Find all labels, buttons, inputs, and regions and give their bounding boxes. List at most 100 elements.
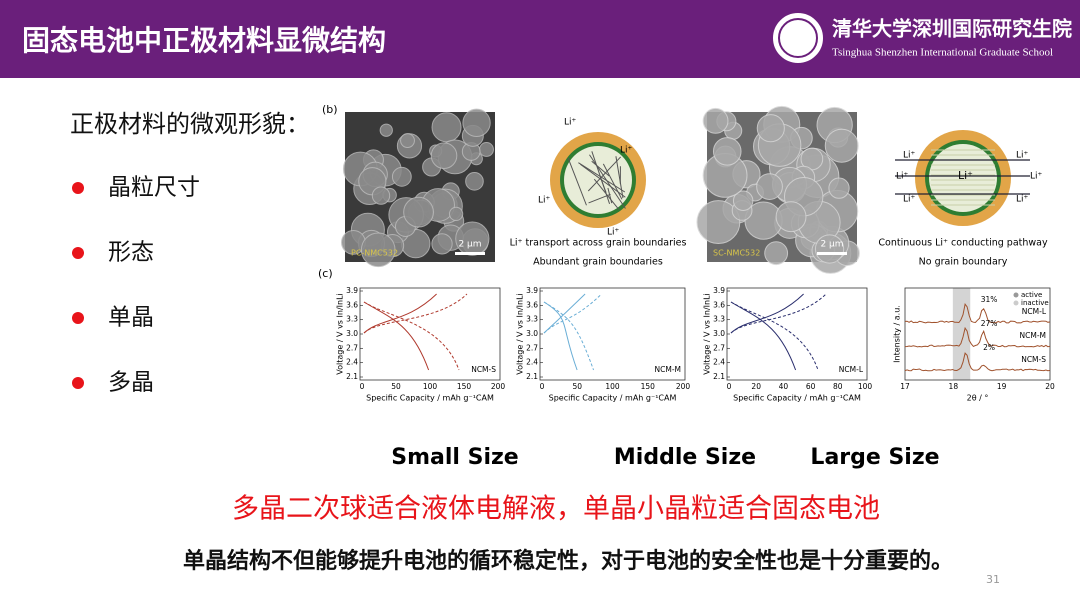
x-tick-label: 80: [833, 382, 843, 391]
li-label: Li⁺: [896, 172, 909, 182]
bullet-text: 形态: [108, 240, 154, 266]
y-tick-label: 3.6: [526, 300, 538, 309]
x-axis-label: Specific Capacity / mAh g⁻¹CAM: [366, 394, 494, 403]
y-tick-label: 3.3: [713, 315, 725, 324]
grain: [431, 233, 453, 255]
legend-dot: [1013, 300, 1019, 306]
li-label: Li⁺: [1030, 172, 1043, 182]
grain-boundary: [591, 160, 610, 177]
x-tick-label: 50: [391, 382, 401, 391]
conclusion-red: 多晶二次球适合液体电解液，单晶小晶粒适合固态电池: [232, 494, 880, 525]
charge-curve: [543, 293, 602, 334]
curve-tag: NCM-L: [839, 365, 864, 374]
y-tick-label: 2.7: [526, 343, 538, 352]
x-tick-label: 0: [360, 382, 365, 391]
logo-ring: [778, 18, 818, 58]
school-en: Tsinghua Shenzhen International Graduate…: [832, 47, 1053, 59]
grain: [379, 123, 393, 137]
grain: [448, 206, 464, 222]
y-tick-label: 3.0: [713, 329, 725, 338]
y-tick-label: 3.0: [346, 329, 358, 338]
size-label: Large Size: [810, 445, 939, 470]
y-tick-label: 2.7: [713, 343, 725, 352]
grain-boundary: [578, 162, 626, 193]
x-tick-label: 0: [540, 382, 545, 391]
panel-label: (b): [322, 103, 338, 116]
li-label: Li⁺: [1016, 195, 1029, 205]
li-label: Li⁺: [564, 118, 577, 128]
bullet-text: 单晶: [108, 305, 154, 331]
x-tick-label: 20: [751, 382, 761, 391]
y-tick-label: 3.0: [526, 329, 538, 338]
grain: [764, 241, 789, 266]
x-tick-label: 0: [727, 382, 732, 391]
xrd-trace: [904, 326, 1051, 348]
li-label: Li⁺: [903, 151, 916, 161]
x-tick-label: 40: [779, 382, 789, 391]
y-tick-label: 2.7: [346, 343, 358, 352]
x-tick-label: 100: [605, 382, 620, 391]
x-tick-label: 150: [641, 382, 656, 391]
grain: [391, 166, 412, 187]
caption: Abundant grain boundaries: [533, 257, 663, 268]
header-band: [0, 0, 1080, 78]
plot-frame: [904, 287, 1051, 381]
curve-tag: NCM-S: [471, 365, 496, 374]
grain: [732, 190, 754, 211]
y-axis-label: Voltage / V vs In/InLi: [516, 293, 525, 374]
curve-tag: NCM-M: [655, 365, 682, 374]
x-tick-label: 200: [491, 382, 506, 391]
grain: [828, 177, 850, 199]
percent: 31%: [981, 295, 998, 304]
grain-boundary: [615, 156, 624, 199]
bullet-dot: [72, 312, 84, 324]
li-label: Li⁺: [1016, 151, 1029, 161]
discharge-curve: [543, 301, 595, 371]
discharge-curve: [730, 301, 819, 371]
legend-label: active: [1021, 291, 1042, 299]
grain-boundary: [589, 154, 626, 209]
percent: 2%: [983, 343, 995, 352]
li-label: Li⁺: [620, 146, 633, 156]
x-tick-label: 50: [572, 382, 582, 391]
bullet-dot: [72, 377, 84, 389]
grain: [775, 201, 807, 233]
grain: [371, 186, 391, 205]
y-tick-label: 2.1: [713, 372, 725, 381]
grain-boundary: [567, 157, 587, 206]
charge-curve: [363, 293, 468, 334]
grain: [756, 114, 785, 143]
grain-boundary: [587, 156, 622, 192]
legend-dot: [1013, 292, 1019, 298]
y-axis-label: Intensity / a.u.: [893, 305, 902, 363]
school-cn: 清华大学深圳国际研究生院: [832, 17, 1072, 41]
conclusion-black: 单晶结构不但能够提升电池的循环稳定性，对于电池的安全性也是十分重要的。: [183, 548, 953, 574]
y-tick-label: 2.4: [526, 358, 538, 367]
x-axis-label: Specific Capacity / mAh g⁻¹CAM: [549, 394, 677, 403]
grain: [814, 234, 845, 264]
scale-bar: [455, 252, 485, 255]
x-tick-label: 100: [858, 382, 873, 391]
active-region: [952, 288, 971, 380]
discharge-curve: [543, 301, 578, 371]
grain: [462, 108, 491, 137]
scale-label: 2 μm: [458, 240, 481, 250]
bullet-text: 多晶: [108, 370, 154, 396]
size-label: Small Size: [391, 445, 518, 470]
page-number: 31: [986, 573, 1000, 586]
li-label: Li⁺: [538, 196, 551, 206]
grain: [824, 128, 859, 163]
y-axis-label: Voltage / V vs In/InLi: [336, 293, 345, 374]
charge-curve: [730, 293, 827, 334]
percent: 27%: [981, 319, 998, 328]
grain: [430, 142, 458, 169]
x-axis-label: 2θ / °: [967, 394, 989, 403]
grain-boundary: [602, 163, 623, 200]
grain: [465, 172, 484, 191]
grain: [756, 173, 783, 200]
x-axis-label: Specific Capacity / mAh g⁻¹CAM: [733, 394, 861, 403]
x-tick-label: 17: [900, 382, 910, 391]
y-axis-label: Voltage / V vs In/InLi: [703, 293, 712, 374]
xrd-trace: [904, 303, 1051, 324]
